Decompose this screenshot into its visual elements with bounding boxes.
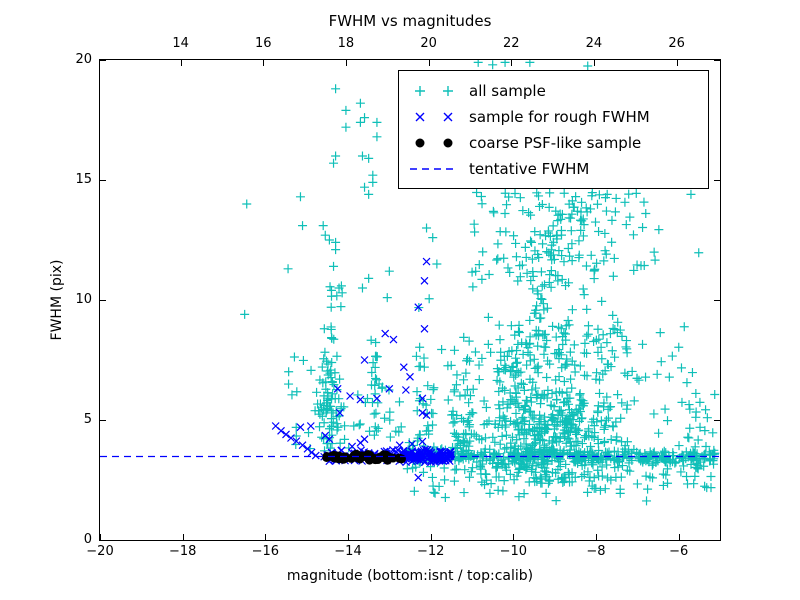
legend-label: sample for rough FWHM — [469, 108, 650, 126]
y-tick-label: 15 — [75, 172, 92, 187]
x-tick-label-bottom: −8 — [586, 544, 606, 559]
legend-entry-tentative-fwhm: tentative FWHM — [407, 156, 708, 182]
y-tick-label: 0 — [83, 532, 92, 547]
plus-legend-marker-icon — [415, 86, 453, 96]
x-tick-label-bottom: −18 — [168, 544, 197, 559]
x-tick-label-top: 20 — [420, 36, 437, 51]
legend-entry-coarse-psf-like-sample: coarse PSF-like sample — [407, 130, 708, 156]
legend: all sample sample for rough FWHM coarse PS… — [398, 70, 709, 189]
y-tick-label: 5 — [83, 412, 92, 427]
x-tick-label-bottom: −6 — [669, 544, 689, 559]
x-tick-label-bottom: −20 — [86, 544, 114, 559]
chart-title: FWHM vs magnitudes — [328, 12, 492, 30]
dashed-line-legend-marker-icon — [410, 168, 458, 170]
y-axis-label: FWHM (pix) — [49, 259, 65, 341]
dot-legend-marker-icon — [415, 138, 453, 148]
x-tick-label-top: 24 — [585, 36, 603, 51]
legend-entry-sample-for-rough-fwhm: sample for rough FWHM — [407, 104, 708, 130]
x-tick-label-bottom: −12 — [416, 544, 445, 559]
x-tick-label-bottom: −14 — [334, 544, 362, 559]
x-legend-marker-icon — [415, 112, 453, 122]
legend-entry-all-sample: all sample — [407, 78, 708, 104]
x-tick-label-top: 16 — [254, 36, 272, 51]
x-tick-label-top: 18 — [337, 36, 355, 51]
y-tick-label: 20 — [75, 52, 92, 67]
x-axis-label: magnitude (bottom:isnt / top:calib) — [286, 568, 534, 584]
x-tick-label-top: 14 — [172, 36, 189, 51]
x-tick-label-bottom: −16 — [251, 544, 280, 559]
x-tick-label-top: 22 — [502, 36, 520, 51]
x-tick-label-bottom: −10 — [499, 544, 528, 559]
legend-label: all sample — [469, 82, 546, 100]
legend-label: tentative FWHM — [469, 160, 590, 178]
legend-label: coarse PSF-like sample — [469, 134, 642, 152]
x-tick-label-top: 26 — [668, 36, 685, 51]
y-tick-label: 10 — [75, 292, 92, 307]
plot-area: all sample sample for rough FWHM coarse PS… — [99, 59, 721, 541]
